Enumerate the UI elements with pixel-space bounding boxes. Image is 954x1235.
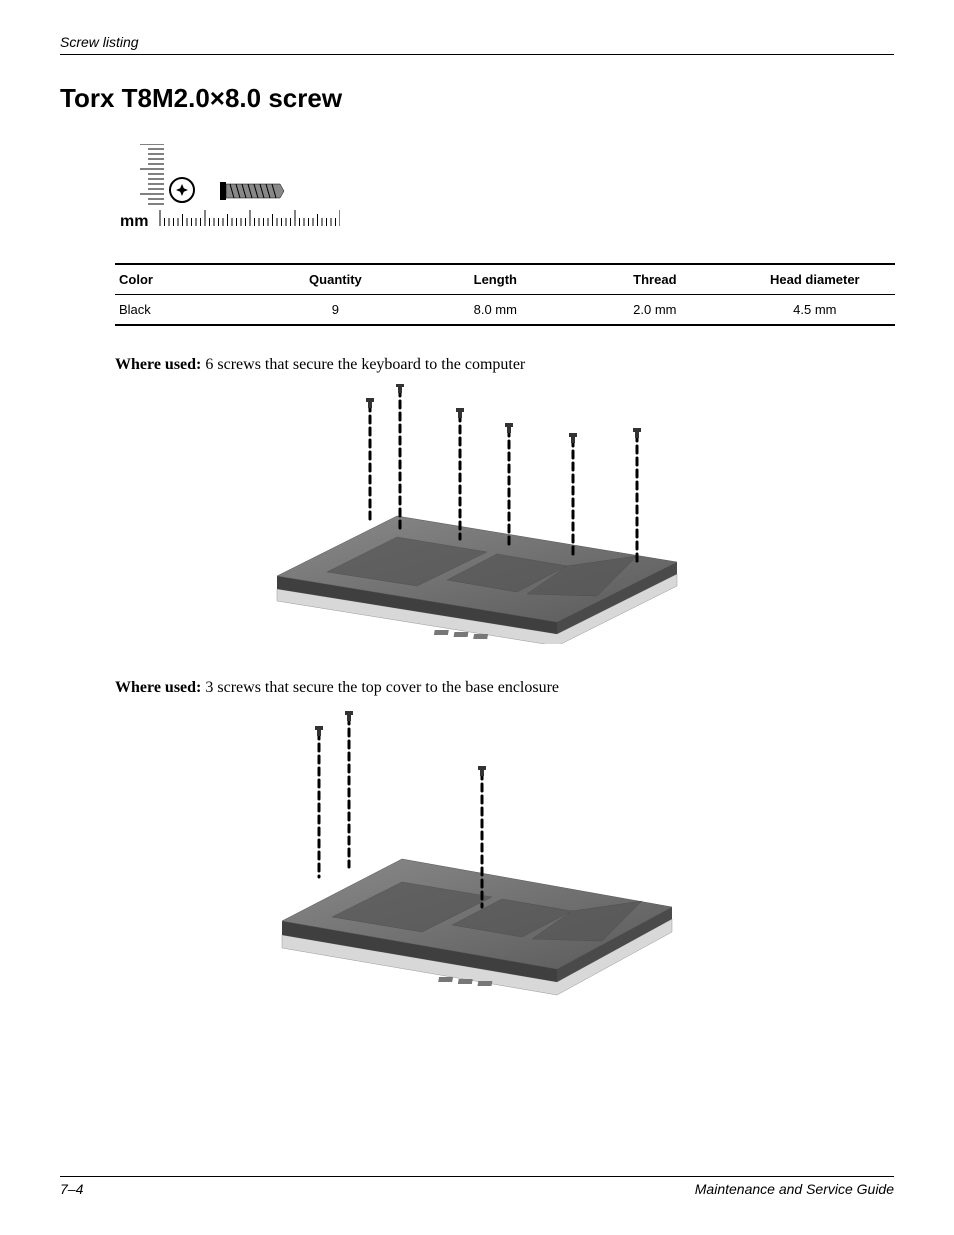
- figure-keyboard-screws: [60, 384, 894, 649]
- col-quantity: Quantity: [255, 264, 415, 295]
- page-footer: 7–4 Maintenance and Service Guide: [60, 1176, 894, 1197]
- where-used-text: 3 screws that secure the top cover to th…: [201, 679, 559, 696]
- table-row: Black 9 8.0 mm 2.0 mm 4.5 mm: [115, 295, 895, 326]
- mm-label: mm: [120, 213, 148, 230]
- page-header: Screw listing: [60, 34, 894, 55]
- page-number: 7–4: [60, 1181, 83, 1197]
- col-thread: Thread: [575, 264, 735, 295]
- page-title: Torx T8M2.0×8.0 screw: [60, 83, 894, 114]
- where-used-2: Where used: 3 screws that secure the top…: [115, 679, 894, 697]
- figure-topcover-screws: [60, 707, 894, 1002]
- cell-head-diameter: 4.5 mm: [735, 295, 895, 326]
- where-used-text: 6 screws that secure the keyboard to the…: [201, 356, 525, 373]
- screw-scale-diagram: mm: [120, 144, 894, 239]
- doc-title: Maintenance and Service Guide: [695, 1181, 894, 1197]
- where-used-label: Where used:: [115, 356, 201, 373]
- cell-length: 8.0 mm: [416, 295, 576, 326]
- cell-quantity: 9: [255, 295, 415, 326]
- section-label: Screw listing: [60, 34, 139, 50]
- cell-thread: 2.0 mm: [575, 295, 735, 326]
- cell-color: Black: [115, 295, 255, 326]
- screw-spec-table: Color Quantity Length Thread Head diamet…: [115, 263, 895, 326]
- col-length: Length: [416, 264, 576, 295]
- where-used-1: Where used: 6 screws that secure the key…: [115, 356, 894, 374]
- table-header-row: Color Quantity Length Thread Head diamet…: [115, 264, 895, 295]
- col-color: Color: [115, 264, 255, 295]
- col-head-diameter: Head diameter: [735, 264, 895, 295]
- where-used-label: Where used:: [115, 679, 201, 696]
